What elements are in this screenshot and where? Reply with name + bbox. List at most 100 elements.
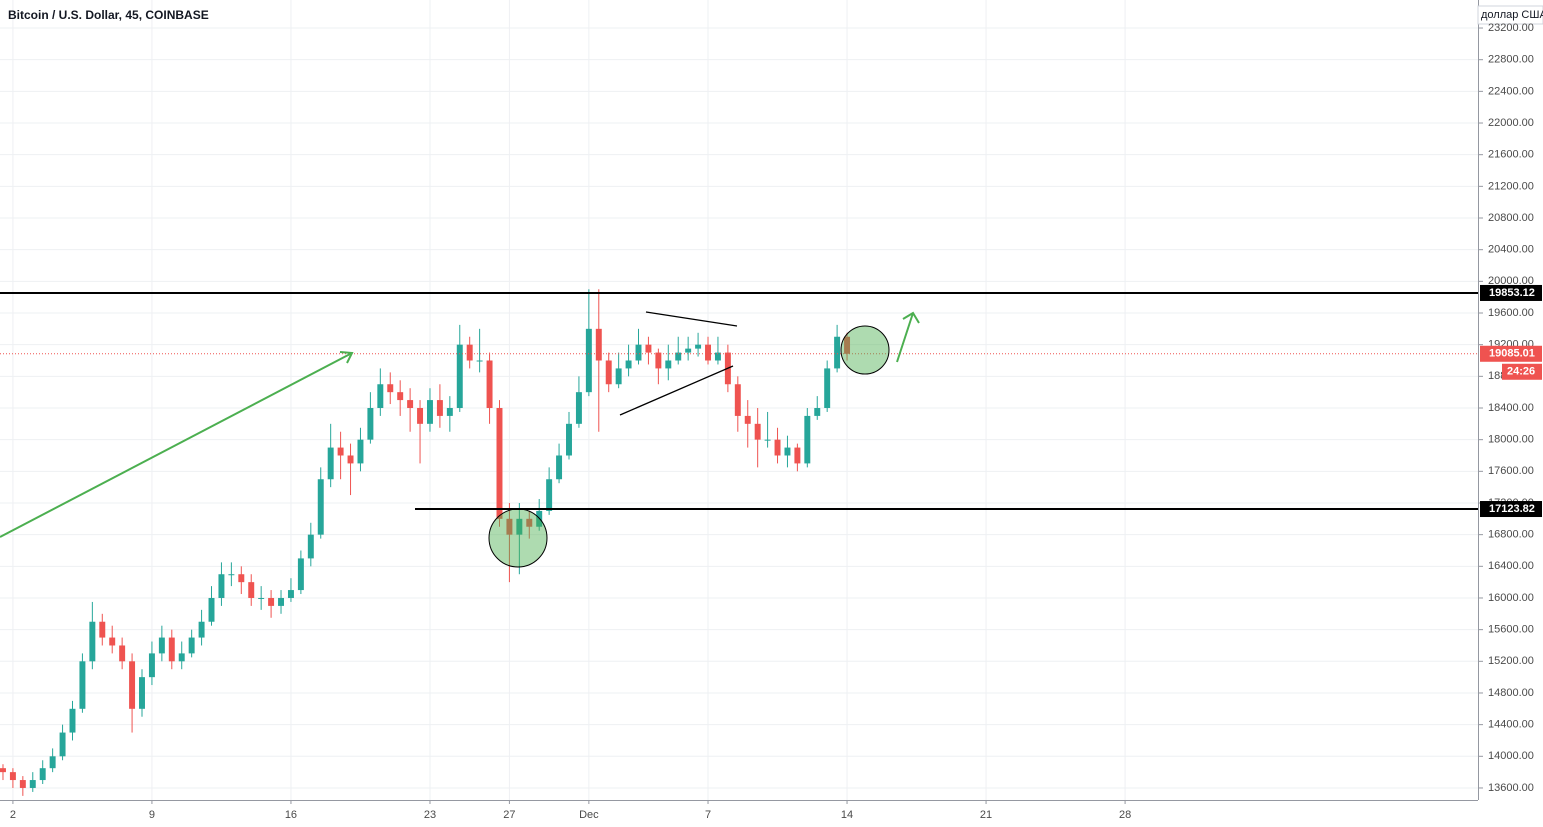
highlight-circle (488, 508, 548, 568)
candle-body (198, 621, 205, 638)
candle-body (397, 392, 404, 401)
countdown-tag (1502, 363, 1542, 380)
candle-body (486, 360, 493, 408)
candle-body (228, 574, 235, 576)
y-tick-label: 13600.00 (1488, 782, 1534, 794)
y-tick-label: 22000.00 (1488, 117, 1534, 129)
time-axis (0, 800, 1478, 827)
candle-body (556, 455, 563, 480)
arrow-head (902, 311, 920, 324)
y-axis-label: доллар США (1481, 9, 1543, 21)
candle-body (526, 518, 533, 527)
currency-box (1477, 5, 1543, 25)
y-tick-label: 17600.00 (1488, 465, 1534, 477)
candle-body (834, 336, 841, 369)
y-tick-label: 18400.00 (1488, 402, 1534, 414)
candle-body (436, 400, 443, 416)
highlight-circle (840, 325, 890, 375)
candle-body (79, 661, 86, 709)
up-arrow (896, 312, 914, 363)
y-tick-label: 21600.00 (1488, 149, 1534, 161)
candle-body (446, 407, 453, 416)
candle-body (476, 360, 483, 362)
candle-body (665, 360, 672, 369)
x-tick-label: 21 (980, 809, 992, 821)
candle-body (258, 597, 265, 599)
candle-body (347, 455, 354, 464)
candle-body (575, 392, 582, 424)
price-axis (1478, 0, 1543, 827)
x-tick-label: 9 (149, 809, 155, 821)
candle-body (417, 407, 424, 424)
candle-body (387, 384, 394, 393)
candle-body (178, 653, 185, 662)
candle-body (774, 439, 781, 456)
triangle-line (619, 365, 734, 416)
candle-body (158, 637, 165, 654)
candle-body (595, 328, 602, 361)
candle-body (268, 597, 275, 606)
x-tick-label: 16 (285, 809, 297, 821)
x-tick-label: 2 (10, 809, 16, 821)
countdown-label: 24:26 (1507, 366, 1535, 378)
candle-body (695, 344, 702, 349)
y-tick-label: 15200.00 (1488, 655, 1534, 667)
candle-body (615, 368, 622, 385)
candle-body (794, 447, 801, 464)
candle-body (337, 447, 344, 456)
candle-body (39, 768, 46, 781)
candle-body (327, 447, 334, 480)
candle-body (168, 637, 175, 662)
candle-body (19, 780, 26, 788)
candle-body (9, 772, 16, 781)
candle-body (248, 582, 255, 598)
candle-body (566, 423, 572, 456)
y-tick-label: 22800.00 (1488, 54, 1534, 66)
candle-body (516, 518, 523, 535)
y-tick-label: 14800.00 (1488, 687, 1534, 699)
chart-title: Bitcoin / U.S. Dollar, 45, COINBASE (8, 8, 209, 22)
y-tick-label: 16800.00 (1488, 529, 1534, 541)
last-price-label: 19085.01 (1489, 348, 1535, 360)
y-tick-label: 20400.00 (1488, 244, 1534, 256)
candle-body (645, 344, 652, 353)
y-tick-label: 21200.00 (1488, 180, 1534, 192)
price-line-tag (1480, 501, 1542, 518)
candle-body (129, 661, 136, 709)
candle-body (0, 768, 6, 773)
candle-body (357, 439, 364, 464)
x-tick-label: 27 (503, 809, 515, 821)
y-tick-label: 19600.00 (1488, 307, 1534, 319)
candle-body (287, 590, 294, 598)
y-tick-label: 22400.00 (1488, 85, 1534, 97)
candles (0, 289, 1478, 796)
candle-body (585, 328, 592, 393)
candle-body (456, 344, 463, 408)
candle-body (69, 708, 76, 733)
candle-body (675, 352, 682, 361)
candle-body (89, 621, 96, 662)
candle-body (367, 407, 374, 440)
candle-body (29, 780, 36, 788)
candle-body (734, 384, 741, 416)
candle-body (407, 400, 414, 408)
y-tick-label: 18000.00 (1488, 434, 1534, 446)
candle-body (119, 645, 126, 662)
price-line-label: 19853.12 (1489, 287, 1535, 299)
y-tick-label: 20000.00 (1488, 275, 1534, 287)
candle-body (814, 407, 821, 416)
candle-body (297, 558, 304, 591)
candle-body (317, 479, 324, 535)
candle-body (804, 415, 811, 464)
candle-body (605, 360, 612, 385)
candle-body (744, 415, 751, 424)
x-tick-label: Dec (579, 809, 599, 821)
candle-body (714, 352, 721, 361)
candle-body (635, 344, 642, 361)
triangle-line (645, 311, 738, 327)
candle-body (844, 336, 851, 354)
x-tick-label: 7 (705, 809, 711, 821)
candle-body (496, 407, 503, 519)
